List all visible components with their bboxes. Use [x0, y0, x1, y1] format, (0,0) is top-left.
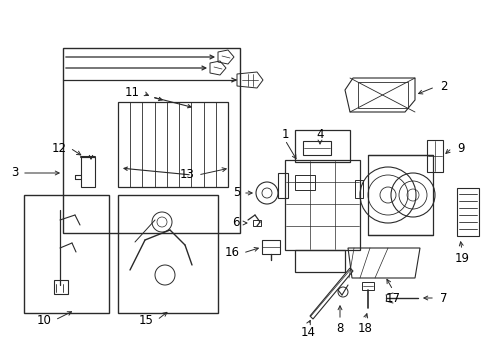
Text: 18: 18	[357, 321, 372, 334]
Bar	[118, 195, 218, 313]
Text: 14: 14	[300, 327, 315, 339]
Text: 4: 4	[316, 127, 323, 140]
Text: 11: 11	[125, 86, 140, 99]
Bar	[24, 195, 109, 313]
Text: 1: 1	[281, 127, 288, 140]
Text: 10: 10	[37, 314, 52, 327]
Text: 2: 2	[439, 81, 447, 94]
Bar	[63, 48, 240, 233]
Bar	[294, 175, 314, 190]
Bar	[278, 173, 287, 198]
Text: 15: 15	[139, 314, 154, 327]
Text: 16: 16	[224, 247, 240, 260]
Text: 12: 12	[52, 141, 67, 154]
Text: 9: 9	[456, 141, 464, 154]
Bar	[303, 141, 330, 155]
Bar	[118, 102, 227, 187]
Text: 13: 13	[180, 168, 195, 181]
Bar	[81, 157, 95, 187]
Bar	[54, 280, 68, 294]
Text: 3: 3	[12, 166, 19, 180]
Text: 5: 5	[232, 186, 240, 199]
Bar	[426, 140, 442, 172]
Bar	[294, 250, 345, 272]
Bar	[294, 130, 349, 162]
Text: 19: 19	[453, 252, 468, 265]
Bar	[354, 180, 362, 198]
Bar	[361, 282, 373, 290]
Text: 8: 8	[336, 321, 343, 334]
Bar	[367, 155, 432, 235]
Text: 7: 7	[439, 292, 447, 305]
Bar	[252, 220, 261, 226]
Text: 17: 17	[385, 292, 400, 305]
Text: 6: 6	[232, 216, 240, 230]
Bar	[285, 160, 359, 250]
Bar	[456, 188, 478, 236]
Bar	[262, 240, 280, 254]
Bar	[357, 82, 407, 108]
